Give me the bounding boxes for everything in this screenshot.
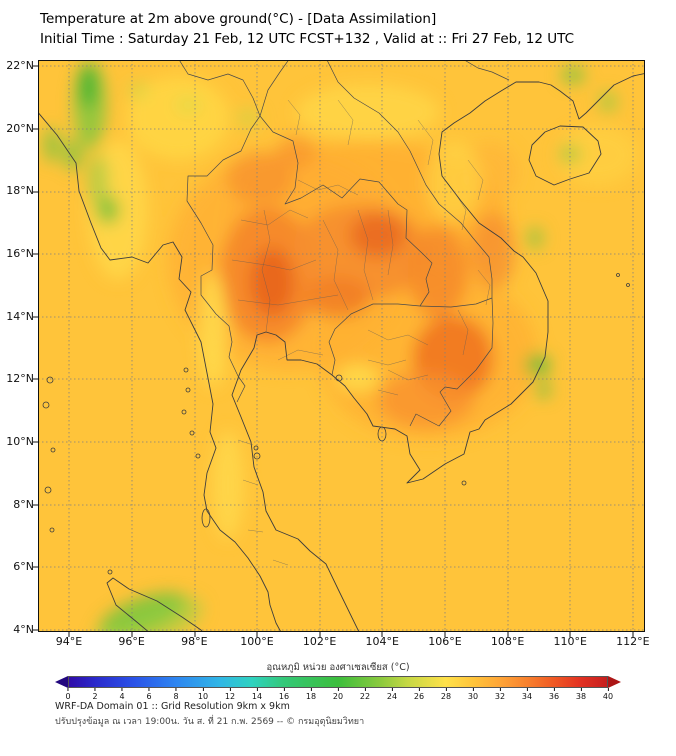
axis-ticks (33, 65, 634, 637)
colorbar-tick-label: 28 (441, 688, 451, 701)
latitude-tick-label: 12°N (6, 372, 34, 386)
colorbar-tick-label: 14 (252, 688, 262, 701)
grid-lines (38, 60, 645, 632)
footer: WRF-DA Domain 01 :: Grid Resolution 9km … (55, 700, 676, 729)
colorbar-tick-label: 24 (387, 688, 397, 701)
longitude-tick-label: 98°E (181, 635, 208, 648)
colorbar-title: อุณหภูมิ หน่วย องศาเซลเซียส (°C) (266, 662, 410, 673)
colorbar-tick-label: 40 (603, 688, 613, 701)
forecast-map-page: Temperature at 2m above ground(°C) - [Da… (0, 0, 676, 729)
latitude-tick-label: 6°N (13, 560, 34, 574)
latitude-tick-label: 20°N (6, 121, 34, 135)
colorbar-left-arrow (55, 676, 68, 688)
colorbar-tick-label: 16 (279, 688, 289, 701)
latitude-tick-label: 16°N (6, 246, 34, 260)
island-outlines (42, 273, 630, 575)
map-plot: 22°N 20°N 18°N 16°N 14°N 12°N 10°N 8°N 6°N 4°N 94… (6, 59, 649, 648)
colorbar-tick-label: 32 (495, 688, 505, 701)
longitude-tick-label: 96°E (118, 635, 145, 648)
colorbar-tick-label: 30 (468, 688, 478, 701)
domain-info: WRF-DA Domain 01 :: Grid Resolution 9km … (55, 701, 290, 712)
map-frame (38, 60, 645, 632)
colorbar-tick-label: 20 (333, 688, 343, 701)
latitude-tick-label: 4°N (13, 622, 34, 636)
longitude-axis: 94°E 96°E 98°E 100°E 102°E 104°E 106°E 108°E 110… (49, 635, 653, 649)
colorbar-tick-label: 26 (414, 688, 424, 701)
longitude-tick-label: 100°E (240, 635, 274, 648)
colorbar-ticks: 0 2 4 6 8 10 12 14 16 18 20 22 24 26 28 30 32 34 36 38 40 (65, 688, 613, 704)
latitude-axis: 22°N 20°N 18°N 16°N 14°N 12°N 10°N 8°N 6°N 4°N (0, 59, 34, 637)
latitude-tick-label: 8°N (13, 497, 34, 511)
colorbar-tick-label: 4 (119, 688, 125, 701)
longitude-tick-label: 108°E (490, 635, 525, 648)
longitude-tick-label: 102°E (302, 635, 337, 648)
province-borders (231, 99, 491, 566)
longitude-tick-label: 112°E (616, 635, 650, 648)
colorbar-tick-label: 18 (306, 688, 316, 701)
update-info: ปรับปรุงข้อมูล ณ เวลา 19:00น. วัน ส. ที่… (55, 717, 365, 727)
colorbar-tick-label: 36 (549, 688, 559, 701)
colorbar-tick-label: 10 (198, 688, 208, 701)
longitude-tick-label: 110°E (553, 635, 587, 648)
colorbar-tick-label: 0 (65, 688, 71, 701)
temperature-field (44, 61, 638, 632)
page-subtitle: Initial Time : Saturday 21 Feb, 12 UTC F… (40, 31, 575, 47)
latitude-tick-label: 22°N (6, 59, 34, 72)
longitude-tick-label: 104°E (365, 635, 399, 648)
latitude-tick-label: 18°N (6, 184, 34, 198)
longitude-tick-label: 94°E (55, 635, 83, 648)
colorbar-tick-label: 2 (92, 688, 98, 701)
page-title: Temperature at 2m above ground(°C) - [Da… (40, 11, 437, 27)
colorbar: 0 2 4 6 8 10 12 14 16 18 20 22 24 26 28 30 32 34 36 38 40 (55, 676, 621, 701)
colorbar-tick-label: 6 (146, 688, 152, 701)
country-borders (178, 60, 510, 427)
colorbar-gradient (68, 676, 608, 688)
colorbar-right-arrow (608, 676, 621, 688)
colorbar-tick-label: 22 (360, 688, 370, 701)
coastlines (38, 72, 645, 632)
colorbar-tick-label: 12 (225, 688, 235, 701)
header: Temperature at 2m above ground(°C) - [Da… (0, 0, 676, 49)
colorbar-tick-label: 8 (173, 688, 179, 701)
colorbar-tick-label: 34 (522, 688, 532, 701)
longitude-tick-label: 106°E (428, 635, 462, 648)
latitude-tick-label: 10°N (6, 434, 34, 448)
colorbar-section: อุณหภูมิ หน่วย องศาเซลเซียส (°C) 0 2 4 6 8 10… (0, 662, 676, 701)
colorbar-tick-label: 38 (576, 688, 586, 701)
latitude-tick-label: 14°N (6, 309, 34, 323)
temperature-map (33, 60, 645, 637)
